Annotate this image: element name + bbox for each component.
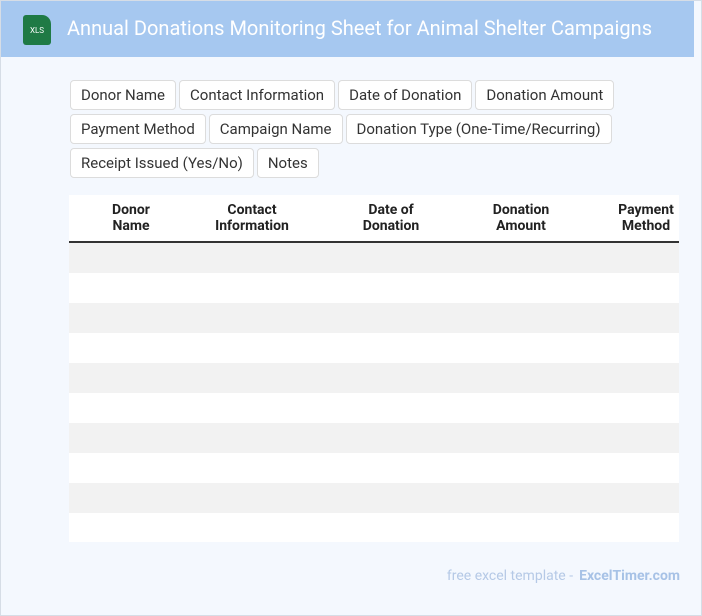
table-row (69, 453, 679, 483)
table-row (69, 273, 679, 303)
table-row (69, 423, 679, 453)
table-row (69, 393, 679, 423)
tag-chip[interactable]: Date of Donation (338, 80, 473, 110)
header: XLS Annual Donations Monitoring Sheet fo… (1, 1, 694, 57)
column-header: Donor Name (112, 202, 150, 234)
tag-chip[interactable]: Campaign Name (208, 114, 343, 144)
column-header: Payment Method (618, 202, 674, 234)
footer: free excel template - ExcelTimer.com (447, 568, 680, 584)
page-title: Annual Donations Monitoring Sheet for An… (67, 16, 653, 40)
table-row (69, 363, 679, 393)
tag-chip[interactable]: Receipt Issued (Yes/No) (70, 148, 254, 178)
tag-chip[interactable]: Notes (256, 148, 319, 178)
table-row (69, 243, 679, 273)
footer-link[interactable]: ExcelTimer.com (579, 568, 680, 584)
table-row (69, 333, 679, 363)
tag-chip[interactable]: Payment Method (70, 114, 206, 144)
table-body (69, 243, 679, 542)
tag-list: Donor Name Contact Information Date of Don… (70, 80, 630, 178)
tag-chip[interactable]: Donation Amount (475, 80, 615, 110)
table-row (69, 513, 679, 542)
table-header: Donor Name Contact Information Date of Don… (69, 195, 679, 243)
tag-chip[interactable]: Donation Type (One-Time/Recurring) (345, 114, 612, 144)
column-header: Date of Donation (362, 202, 420, 234)
column-header: Contact Information (215, 202, 289, 234)
tag-chip[interactable]: Donor Name (70, 80, 177, 110)
table-row (69, 483, 679, 513)
table: Donor Name Contact Information Date of Don… (69, 195, 679, 542)
file-icon: XLS (23, 15, 51, 45)
column-header: Donation Amount (492, 202, 550, 234)
table-row (69, 303, 679, 333)
tag-chip[interactable]: Contact Information (179, 80, 336, 110)
footer-text: free excel template - (446, 568, 574, 584)
